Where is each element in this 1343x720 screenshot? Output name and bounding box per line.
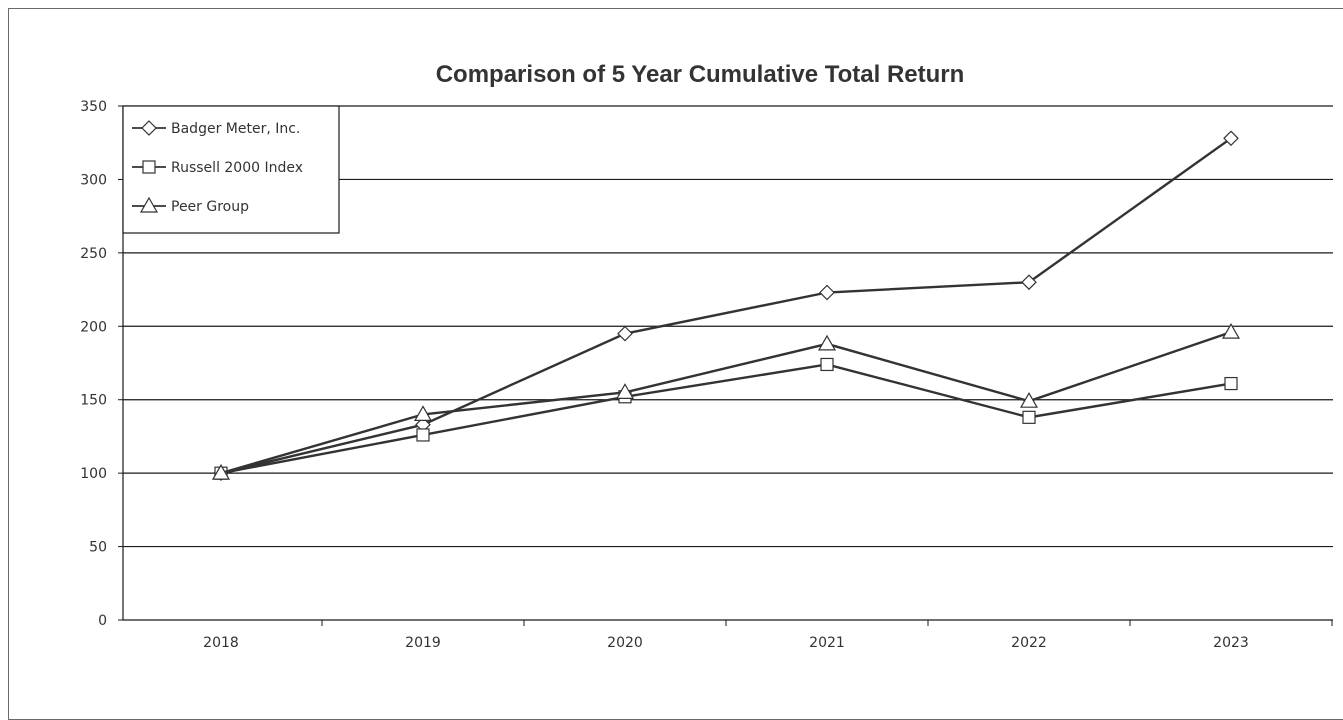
y-tick-label: 100 xyxy=(80,466,107,482)
y-tick-label: 0 xyxy=(98,613,107,629)
data-point xyxy=(615,383,635,399)
data-point xyxy=(413,405,433,421)
data-point xyxy=(211,463,231,480)
data-point xyxy=(1221,322,1241,339)
data-point xyxy=(1022,410,1036,424)
legend-item: Badger Meter, Inc. xyxy=(132,120,300,137)
legend-label: Russell 2000 Index xyxy=(171,160,303,176)
y-tick-label: 300 xyxy=(80,172,107,188)
data-point xyxy=(1223,130,1239,147)
legend: Badger Meter, Inc. Russell 2000 Index Peer… xyxy=(122,105,340,234)
data-point xyxy=(1019,391,1039,408)
legend-marker xyxy=(139,196,159,213)
y-tick-label: 150 xyxy=(80,393,107,409)
y-tick-label: 250 xyxy=(80,246,107,262)
y-tick-label: 50 xyxy=(89,540,107,556)
legend-marker xyxy=(141,120,157,136)
x-tick-label: 2018 xyxy=(203,635,239,651)
series-triangle xyxy=(211,322,1241,480)
data-point xyxy=(820,357,834,372)
data-point xyxy=(416,428,430,442)
legend-item: Russell 2000 Index xyxy=(132,160,303,176)
y-tick-label: 350 xyxy=(80,99,107,115)
x-tick-label: 2020 xyxy=(607,635,643,651)
data-point xyxy=(1224,376,1238,391)
legend-label: Peer Group xyxy=(171,199,249,215)
series-lines xyxy=(211,130,1241,481)
series-diamond xyxy=(213,130,1239,481)
x-tick-label: 2019 xyxy=(405,635,441,651)
series-line xyxy=(220,363,1232,475)
series-square xyxy=(214,357,1238,480)
data-point xyxy=(1021,274,1037,291)
axes: 0 50 100 150 200 250 300 350 2018 2019 2020 2021 202… xyxy=(80,99,1333,651)
data-point xyxy=(617,325,633,342)
legend-marker xyxy=(142,160,156,174)
chart-title: Comparison of 5 Year Cumulative Total Re… xyxy=(436,61,965,88)
series-line xyxy=(220,137,1232,475)
x-tick-label: 2022 xyxy=(1011,635,1047,651)
x-tick-label: 2023 xyxy=(1213,635,1249,651)
x-tick-label: 2021 xyxy=(809,635,845,651)
y-tick-label: 200 xyxy=(80,319,107,335)
data-point xyxy=(817,334,837,351)
data-point xyxy=(819,284,835,301)
series-line xyxy=(220,331,1232,475)
legend-label: Badger Meter, Inc. xyxy=(171,121,300,137)
legend-item: Peer Group xyxy=(132,196,249,215)
